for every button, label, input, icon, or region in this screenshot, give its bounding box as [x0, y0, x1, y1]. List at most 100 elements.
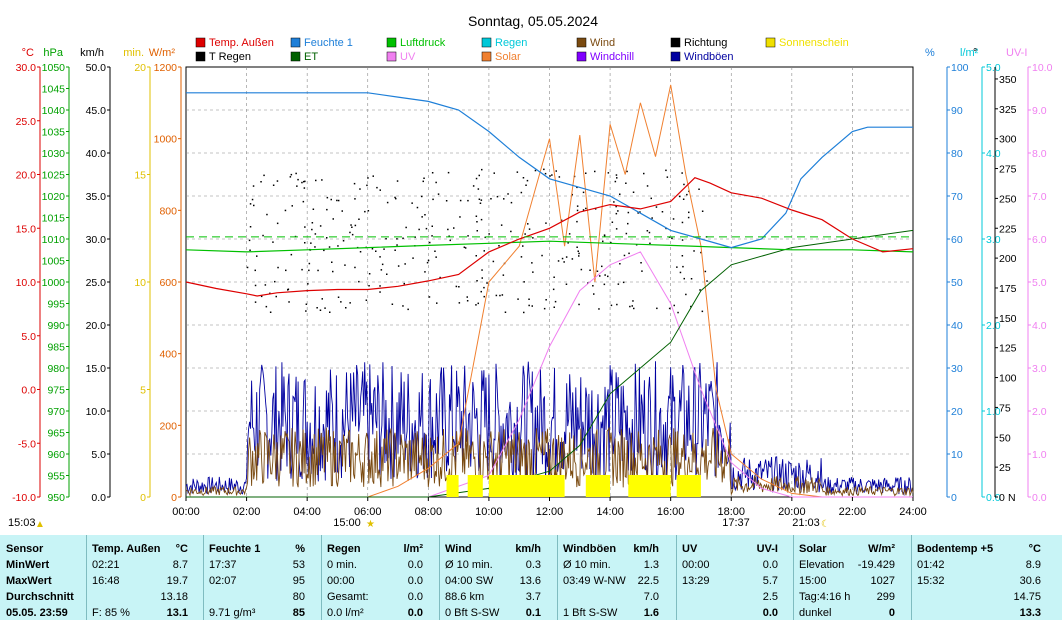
series-richtung-point	[476, 221, 478, 223]
series-richtung-point	[316, 307, 318, 309]
right-axis-tick-label: 50	[951, 277, 963, 289]
series-richtung-point	[341, 210, 343, 212]
right-axis-tick-label: 4.0	[986, 148, 1001, 160]
series-richtung-point	[340, 301, 342, 303]
series-richtung-point	[526, 179, 529, 182]
right-axis-tick-label: 250	[999, 193, 1017, 205]
series-richtung-point	[453, 227, 455, 229]
series-richtung-point	[476, 230, 478, 232]
left-axis-tick-label: 15	[134, 170, 146, 182]
series-richtung-point	[368, 273, 371, 275]
legend-label: Feuchte 1	[304, 37, 353, 49]
series-richtung-point	[308, 269, 310, 272]
legend-label: Sonnenschein	[779, 37, 849, 49]
stats-cell-label: Gesamt:	[327, 591, 369, 603]
series-richtung-point	[321, 298, 323, 300]
series-richtung-point	[386, 273, 388, 275]
right-axis-tick-label: 275	[999, 164, 1017, 176]
series-richtung-point	[557, 260, 560, 262]
stats-divider	[321, 535, 322, 620]
stats-cell-label: 04:00 SW	[445, 575, 494, 587]
series-richtung-point	[685, 293, 687, 296]
series-richtung-point	[495, 294, 498, 297]
legend-swatch	[195, 51, 206, 62]
series-richtung-point	[666, 176, 669, 178]
series-richtung-point	[480, 290, 482, 293]
series-richtung-point	[251, 198, 254, 201]
series-richtung-point	[706, 280, 708, 282]
series-richtung-point	[699, 289, 701, 291]
series-richtung-point	[337, 245, 339, 247]
series-richtung-point	[310, 242, 312, 244]
left-axis-tick-label: 50.0	[86, 62, 107, 74]
stats-header-unit: km/h	[515, 543, 541, 555]
series-richtung-point	[246, 266, 249, 269]
left-axis-tick-label: 10	[134, 277, 146, 289]
series-richtung-point	[578, 303, 580, 306]
stats-cell-label: 9.71 g/m³	[209, 607, 256, 619]
series-richtung-point	[301, 268, 303, 271]
series-richtung-point	[475, 304, 477, 306]
legend-label: ET	[304, 51, 318, 63]
right-axis-tick-label: 125	[999, 343, 1017, 355]
series-windboeen	[185, 361, 914, 497]
left-axis-tick-label: 800	[159, 205, 177, 217]
series-richtung-point	[359, 251, 362, 253]
right-axis-tick-label: 3.0	[1032, 363, 1047, 375]
stats-cell-label: 13:29	[682, 575, 710, 587]
series-richtung-point	[552, 288, 555, 291]
series-richtung-point	[466, 300, 469, 302]
left-axis-tick-label: 0	[140, 492, 146, 504]
series-richtung-point	[326, 208, 328, 211]
stats-cell-label: 15:00	[799, 575, 827, 587]
legend-swatch	[765, 37, 776, 48]
legend-label: T Regen	[209, 51, 251, 63]
left-axis-tick-label: 1025	[42, 170, 66, 182]
series-richtung-point	[545, 222, 547, 224]
series-richtung-point	[587, 282, 589, 284]
stats-cell-value: 80	[292, 591, 305, 603]
series-wind	[185, 426, 914, 497]
series-richtung-point	[426, 261, 429, 264]
left-axis-tick-label: 30.0	[86, 234, 107, 246]
x-axis-tick-label: 04:00	[293, 506, 321, 518]
series-richtung-point	[603, 234, 606, 236]
series-richtung-point	[381, 263, 384, 266]
left-axis-tick-label: 25.0	[86, 277, 107, 289]
right-axis-tick-label: 100	[951, 62, 969, 74]
series-richtung-point	[560, 219, 563, 221]
right-axis-tick-label: 25	[999, 462, 1011, 474]
series-richtung-point	[354, 266, 356, 269]
series-richtung-point	[303, 187, 306, 189]
marker-sunset-label: 17:37	[722, 517, 750, 529]
series-richtung-point	[665, 169, 667, 172]
legend-label: Windchill	[590, 51, 634, 63]
left-axis-tick-label: 1010	[42, 234, 66, 246]
series-richtung-point	[598, 308, 600, 310]
series-richtung-point	[493, 172, 495, 174]
series-richtung-point	[626, 170, 628, 173]
series-richtung-point	[439, 276, 441, 279]
series-richtung-point	[260, 181, 262, 183]
series-richtung-point	[315, 179, 317, 182]
left-axis-tick-label: 0.0	[21, 385, 36, 397]
series-richtung-point	[516, 171, 519, 173]
series-richtung-point	[269, 311, 272, 313]
stats-cell-label: 02:21	[92, 559, 120, 571]
series-richtung-point	[254, 284, 257, 287]
series-richtung-point	[676, 266, 678, 268]
series-richtung-point	[358, 280, 360, 283]
right-axis-tick-label: 30	[951, 363, 963, 375]
series-richtung-point	[323, 249, 325, 252]
chart-title: Sonntag, 05.05.2024	[468, 13, 598, 29]
series-richtung-point	[483, 250, 485, 252]
series-richtung-point	[534, 169, 537, 172]
series-richtung-point	[656, 307, 658, 310]
series-richtung-point	[447, 171, 450, 174]
legend: Temp. Außen Feuchte 1 Luftdruck Regen Wind Ri…	[195, 37, 849, 63]
series-richtung-point	[379, 189, 381, 191]
right-axis-tick-label: 0	[951, 492, 957, 504]
series-richtung-point	[285, 269, 287, 272]
stats-cell-value: 0.1	[525, 607, 541, 619]
legend-swatch	[481, 51, 492, 62]
